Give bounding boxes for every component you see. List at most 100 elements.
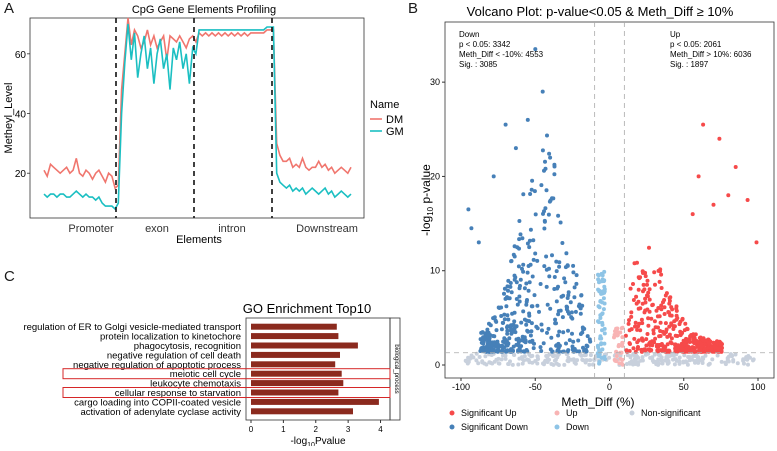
point-nonsignificant (492, 359, 497, 364)
point-nonsignificant (671, 357, 675, 362)
point-significant-up (648, 348, 653, 353)
point-significant-down (528, 192, 533, 196)
point-significant-up (688, 334, 693, 339)
point-significant-down (517, 237, 522, 242)
panel-a-legend-title: Name (370, 99, 399, 111)
point-nonsignificant (499, 357, 504, 362)
point-significant-down (538, 282, 543, 286)
point-significant-down (542, 264, 547, 269)
point-significant-up (642, 287, 647, 292)
point-significant-down (531, 346, 536, 351)
point-significant-up (668, 295, 673, 300)
point-nonsignificant (672, 362, 677, 367)
point-nonsignificant (677, 361, 682, 366)
point-significant-up (638, 306, 643, 311)
point-significant-up (642, 310, 647, 315)
bar (251, 361, 336, 368)
point-significant-up (634, 294, 639, 299)
point-significant-down (545, 133, 549, 138)
point-significant-down (544, 284, 549, 289)
point-significant-down (542, 226, 547, 231)
point-nonsignificant (694, 353, 699, 358)
point-significant-down (502, 291, 506, 296)
point-nonsignificant (535, 354, 540, 359)
annotation-up: Up (670, 30, 681, 39)
point-nonsignificant (631, 353, 636, 357)
point-nonsignificant (640, 355, 645, 360)
point-significant-up (652, 319, 657, 324)
point-significant-up (623, 333, 628, 338)
point-significant-up (745, 198, 750, 202)
point-nonsignificant (549, 362, 554, 366)
point-significant-down (507, 336, 512, 341)
point-significant-down (526, 329, 531, 334)
point-significant-up (674, 308, 679, 313)
point-significant-up (644, 343, 649, 348)
point-significant-up (651, 328, 656, 333)
point-significant-up (640, 336, 644, 341)
point-significant-down (502, 312, 507, 317)
point-significant-down (587, 337, 592, 342)
point-up (614, 354, 619, 358)
panel-a-x-label: Elements (176, 234, 222, 246)
point-significant-down (529, 187, 534, 192)
point-nonsignificant (677, 355, 682, 360)
x-region-label: Downstream (296, 223, 358, 235)
point-significant-up (664, 327, 669, 332)
point-significant-down (535, 258, 540, 263)
point-down (600, 347, 605, 352)
point-nonsignificant (588, 353, 593, 358)
x-tick-label: 100 (750, 382, 765, 392)
point-significant-up (653, 336, 658, 341)
point-significant-down (527, 280, 532, 285)
point-significant-down (493, 318, 498, 323)
legend-label: Up (566, 408, 578, 418)
point-significant-down (527, 245, 532, 250)
panel-a-title: CpG Gene Elements Profiling (132, 4, 276, 16)
point-significant-down (524, 302, 529, 307)
y-tick-label: 10 (430, 266, 440, 276)
point-nonsignificant (691, 354, 696, 359)
point-nonsignificant (731, 358, 736, 362)
annotation-down: p < 0.05: 3342 (459, 40, 511, 49)
point-nonsignificant (723, 360, 728, 365)
point-nonsignificant (660, 361, 665, 366)
point-significant-down (501, 320, 506, 325)
point-nonsignificant (590, 362, 595, 367)
point-nonsignificant (687, 358, 692, 363)
point-significant-up (633, 320, 638, 325)
point-nonsignificant (466, 355, 471, 360)
point-significant-up (660, 329, 665, 334)
panel-a-frame (29, 17, 365, 219)
point-significant-up (700, 338, 705, 343)
point-significant-up (635, 327, 640, 332)
point-nonsignificant (656, 357, 661, 362)
point-significant-down (519, 320, 524, 325)
point-significant-up (665, 334, 670, 339)
point-significant-down (564, 251, 569, 256)
legend-label: Non-significant (641, 408, 701, 418)
point-down (602, 284, 607, 289)
y-tick-label: 20 (430, 171, 440, 181)
point-down (599, 271, 604, 276)
highlight-box (62, 387, 391, 398)
point-significant-down (513, 330, 518, 335)
point-significant-down (485, 327, 490, 332)
point-significant-down (525, 241, 530, 246)
point-down (599, 341, 604, 346)
point-significant-down (521, 192, 526, 197)
point-significant-down (525, 270, 530, 275)
panel-b-legend: Significant Up Up Non-significant Significa… (449, 408, 701, 432)
point-significant-down (554, 259, 559, 264)
bar (251, 398, 379, 405)
point-significant-down (517, 299, 522, 304)
point-nonsignificant (521, 358, 526, 363)
point-significant-down (570, 331, 574, 336)
x-tick-label: 0 (249, 425, 254, 434)
point-significant-down (585, 334, 590, 339)
point-significant-down (558, 220, 563, 225)
point-significant-down (578, 311, 583, 316)
x-tick-label: 1 (281, 425, 286, 434)
point-significant-down (547, 274, 552, 279)
